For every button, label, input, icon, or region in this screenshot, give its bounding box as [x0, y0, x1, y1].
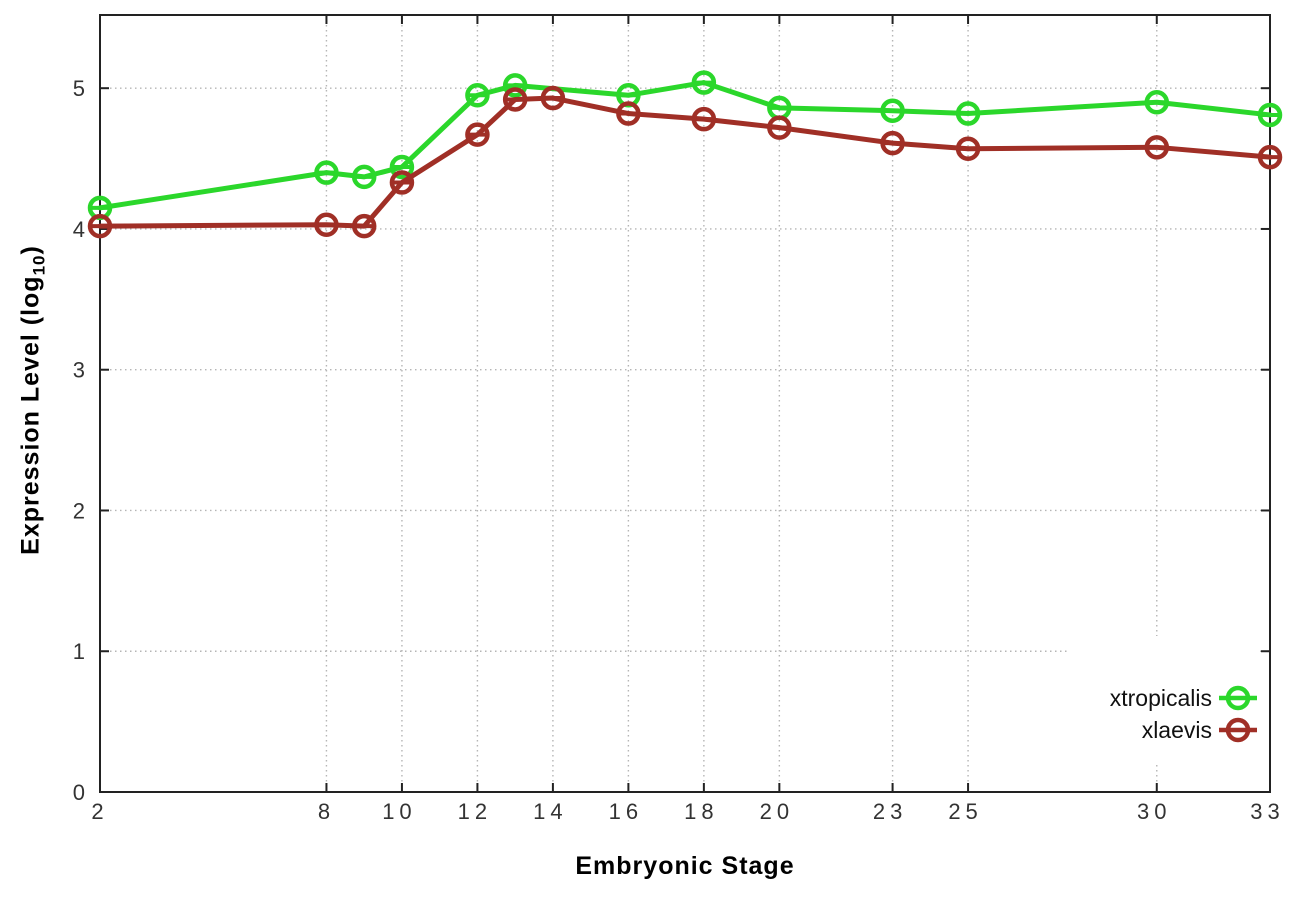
- x-tick-label: 23: [873, 799, 907, 824]
- x-tick-label: 2: [91, 799, 108, 824]
- data-point-xtropicalis: [691, 70, 717, 95]
- x-tick-label: 18: [684, 799, 718, 824]
- data-point-xlaevis: [691, 106, 717, 132]
- data-point-xtropicalis: [1257, 102, 1283, 128]
- data-point-xlaevis: [767, 115, 792, 140]
- x-tick-label: 30: [1137, 799, 1171, 824]
- x-tick-label: 33: [1250, 799, 1284, 824]
- data-point-xtropicalis: [955, 101, 981, 126]
- y-tick-label: 2: [73, 498, 85, 523]
- y-tick-label: 1: [73, 639, 85, 664]
- data-point-xtropicalis: [314, 160, 339, 185]
- legend-marker-xtropicalis: [1225, 685, 1251, 711]
- x-tick-label: 20: [760, 799, 794, 824]
- y-tick-label: 0: [73, 780, 85, 805]
- x-tick-label: 14: [533, 799, 567, 824]
- x-tick-label: 12: [458, 799, 492, 824]
- y-tick-label: 4: [73, 217, 85, 242]
- data-point-xtropicalis: [351, 164, 377, 190]
- data-point-xtropicalis: [502, 73, 528, 98]
- legend-label-xtropicalis: xtropicalis: [1110, 685, 1212, 711]
- x-tick-label: 10: [382, 799, 416, 824]
- y-axis-label-subscript: 10: [29, 254, 49, 276]
- data-point-xtropicalis: [1144, 90, 1170, 115]
- data-point-xlaevis: [540, 85, 566, 111]
- plot-border: [99, 14, 1271, 793]
- legend-marker-xlaevis: [1225, 717, 1251, 743]
- x-axis-label: Embryonic Stage: [575, 852, 794, 881]
- data-point-xlaevis: [1257, 144, 1283, 170]
- data-point-xlaevis: [1144, 135, 1170, 160]
- y-axis-label-end: ): [16, 245, 45, 255]
- data-point-xlaevis: [955, 136, 981, 161]
- y-tick-label: 3: [73, 358, 85, 383]
- series-line-xtropicalis: [97, 80, 1273, 211]
- data-point-xlaevis: [389, 170, 415, 195]
- data-point-xlaevis: [351, 213, 377, 239]
- data-point-xlaevis: [502, 87, 528, 112]
- data-point-xtropicalis: [880, 98, 905, 123]
- x-axis-label-text: Embryonic Stage: [575, 852, 795, 880]
- y-axis-label-main: Expression Level (log: [16, 275, 45, 555]
- series-line-xlaevis: [97, 95, 1273, 229]
- data-point-xlaevis: [87, 213, 113, 239]
- data-point-xlaevis: [616, 101, 641, 126]
- data-point-xtropicalis: [389, 154, 415, 180]
- data-point-xtropicalis: [465, 82, 490, 108]
- y-tick-label: 5: [73, 76, 85, 101]
- data-point-xlaevis: [314, 212, 339, 237]
- x-tick-label: 8: [318, 799, 335, 824]
- data-point-xlaevis: [465, 122, 490, 147]
- x-tick-label: 25: [948, 799, 982, 824]
- x-tick-label: 16: [609, 799, 643, 824]
- legend-label-xlaevis: xlaevis: [1142, 717, 1212, 743]
- y-axis-label: Expression Level (log10): [17, 245, 50, 555]
- data-point-xlaevis: [880, 130, 905, 156]
